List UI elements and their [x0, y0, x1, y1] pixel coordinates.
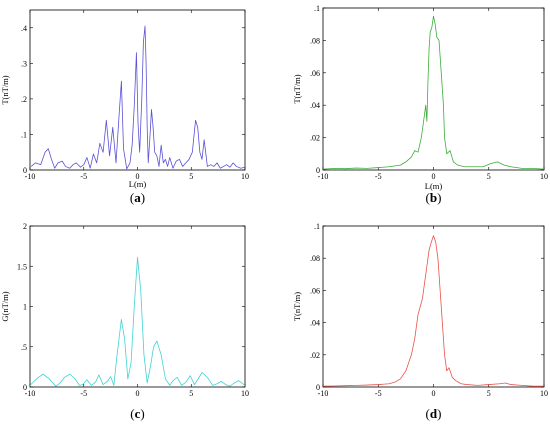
x-tick-label: -10	[318, 172, 329, 181]
y-tick-label: .04	[310, 319, 320, 328]
y-tick-label: .06	[310, 69, 320, 78]
x-axis-label: L(m)	[129, 179, 147, 189]
x-tick-label: -5	[375, 172, 382, 181]
y-tick-label: .5	[21, 343, 27, 352]
y-axis-label: T(nT/m)	[292, 74, 302, 103]
x-tick-label: -10	[25, 172, 36, 181]
y-axis-label: G(nT/m)	[0, 291, 10, 321]
y-tick-label: .02	[310, 134, 320, 143]
x-tick-label: -5	[80, 172, 87, 181]
y-tick-label: 0	[316, 166, 320, 175]
y-tick-label: .02	[310, 351, 320, 360]
panel-caption: (c)	[130, 406, 144, 421]
plot-frame	[29, 225, 246, 388]
plot-frame	[322, 225, 545, 388]
y-axis-label: T(nT/m)	[292, 292, 302, 321]
panel-a: -10 -5 0 5 10 0 .1 .2 .3 .4 L(m) T(nT/m) (a)	[0, 9, 249, 205]
y-tick-label: 1.5	[17, 262, 27, 271]
x-tick-label: 0	[136, 389, 140, 398]
x-tick-label: 10	[241, 172, 249, 181]
y-tick-label: 2	[23, 222, 27, 231]
y-tick-label: .06	[310, 286, 320, 295]
y-tick-label: .2	[21, 95, 27, 104]
x-axis-label: L(m)	[425, 181, 443, 191]
y-tick-label: .08	[310, 254, 320, 263]
y-axis-label: T(nT/m)	[0, 75, 10, 104]
x-tick-label: -5	[80, 389, 87, 398]
x-tick-label: 5	[189, 389, 193, 398]
x-tick-label: 0	[432, 389, 436, 398]
x-tick-label: -10	[25, 389, 36, 398]
x-tick-label: 10	[241, 389, 249, 398]
series-line-c	[29, 256, 246, 387]
y-tick-label: .1	[314, 4, 320, 13]
y-tick-label: 1	[23, 303, 27, 312]
y-tick-label: .3	[21, 59, 27, 68]
y-tick-label: .1	[21, 130, 27, 139]
y-tick-label: 0	[23, 166, 27, 175]
y-tick-label: .1	[314, 222, 320, 231]
series-line-d	[322, 235, 544, 387]
x-tick-label: -10	[318, 389, 329, 398]
x-tick-label: 10	[540, 172, 548, 181]
x-tick-label: 5	[487, 389, 491, 398]
panel-c: -10 -5 0 5 10 0 .5 1 1.5 2 G(nT/m) (c)	[0, 222, 249, 421]
panel-caption: (b)	[426, 190, 442, 205]
y-tick-label: 0	[23, 383, 27, 392]
x-tick-label: 0	[136, 172, 140, 181]
y-tick-label: 0	[316, 383, 320, 392]
x-tick-label: -5	[375, 389, 382, 398]
series-line-a	[30, 25, 246, 170]
x-tick-label: 0	[432, 172, 436, 181]
x-tick-label: 5	[487, 172, 491, 181]
plot-frame	[322, 7, 545, 171]
y-tick-label: .08	[310, 36, 320, 45]
series-line-b	[322, 15, 545, 170]
x-tick-label: 5	[189, 172, 193, 181]
y-tick-label: .4	[21, 24, 27, 33]
panel-caption: (a)	[130, 190, 145, 205]
panel-d: -10 -5 0 5 10 0 .02 .04 .06 .08 .1 T(nT/m) (d)	[292, 222, 548, 421]
panel-b: -10 -5 0 5 10 0 .02 .04 .06 .08 .1 L(m) T(nT/m) (b)	[292, 4, 548, 205]
x-tick-label: 10	[540, 389, 548, 398]
y-tick-label: .04	[310, 101, 320, 110]
panel-caption: (d)	[426, 406, 442, 421]
